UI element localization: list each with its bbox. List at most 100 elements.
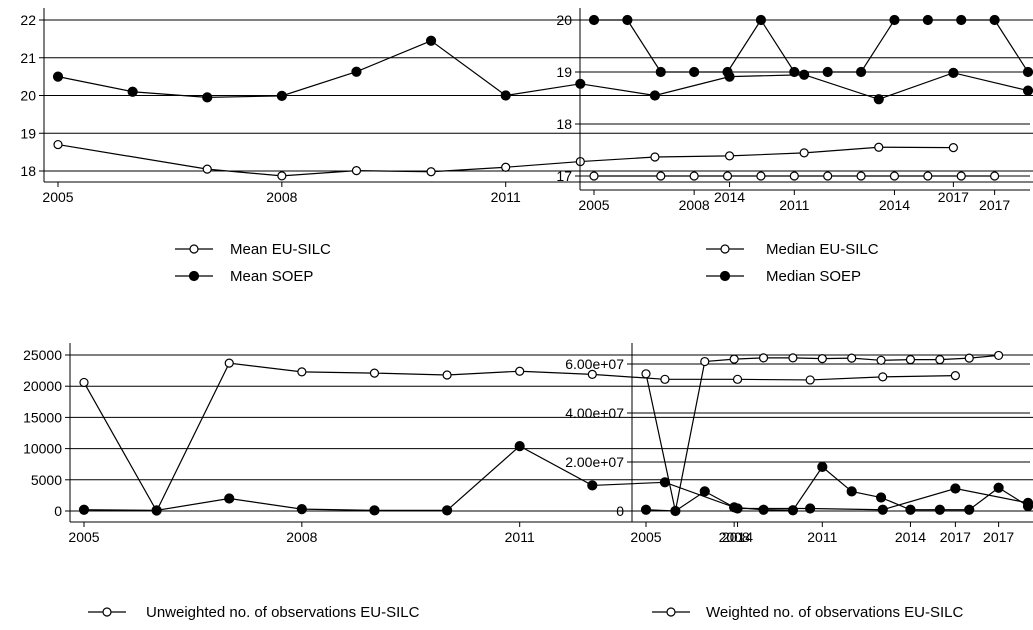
data-point bbox=[1022, 66, 1033, 78]
data-point bbox=[905, 504, 916, 515]
data-point bbox=[889, 14, 900, 26]
data-point bbox=[224, 493, 235, 504]
data-point bbox=[787, 505, 799, 516]
data-point bbox=[956, 14, 967, 26]
legend-label: Mean EU-SILC bbox=[230, 241, 331, 258]
data-point bbox=[52, 71, 64, 82]
legend-marker bbox=[719, 270, 731, 282]
data-point bbox=[950, 483, 961, 494]
x-tick-label: 2011 bbox=[491, 189, 521, 205]
y-tick-label: 18 bbox=[556, 116, 572, 132]
data-point bbox=[948, 142, 958, 153]
x-tick-label: 2014 bbox=[722, 529, 753, 545]
panel-median: 17 18 19 20 2005 2008 2011 2014 2017 Median EU-SI… bbox=[556, 8, 1033, 285]
data-point bbox=[805, 375, 815, 385]
data-point bbox=[817, 354, 827, 364]
series-hollow bbox=[79, 358, 960, 516]
data-point bbox=[873, 94, 884, 105]
data-point bbox=[724, 151, 735, 161]
legend-entry: Median EU-SILC bbox=[706, 241, 879, 258]
x-tick-label: 2014 bbox=[895, 529, 926, 545]
series-hollow bbox=[53, 139, 958, 181]
y-tick-label: 0 bbox=[616, 503, 624, 519]
legend-label: Unweighted no. of observations EU-SILC bbox=[146, 604, 420, 621]
data-point bbox=[855, 66, 867, 78]
x-tick-label: 2017 bbox=[983, 529, 1014, 545]
data-point bbox=[823, 171, 833, 181]
data-point bbox=[700, 356, 710, 367]
data-point bbox=[689, 171, 699, 181]
data-point bbox=[729, 502, 740, 513]
data-point bbox=[79, 377, 89, 388]
panel-weighted: 0 2.00e+07 4.00e+07 6.00e+07 2005 2008 2011 201… bbox=[565, 343, 1033, 621]
legend-marker bbox=[720, 244, 730, 254]
data-point bbox=[369, 505, 380, 516]
data-point bbox=[202, 164, 212, 174]
data-point bbox=[993, 482, 1004, 493]
data-point bbox=[53, 139, 63, 150]
x-tick-label: 2017 bbox=[979, 197, 1010, 213]
y-tick-label: 22 bbox=[20, 12, 36, 28]
legend-marker bbox=[102, 607, 112, 617]
data-point bbox=[641, 369, 651, 379]
x-tick-label: 2014 bbox=[714, 189, 745, 205]
data-point bbox=[514, 441, 525, 452]
y-tick-label: 10000 bbox=[23, 441, 62, 457]
y-tick-label: 19 bbox=[20, 125, 36, 141]
data-point bbox=[1022, 501, 1033, 512]
y-tick-label: 18 bbox=[20, 163, 36, 179]
legend-label: Median SOEP bbox=[766, 268, 861, 285]
series-filled bbox=[640, 461, 1033, 517]
data-point bbox=[874, 142, 884, 152]
data-point bbox=[369, 368, 380, 378]
x-tick-label: 2008 bbox=[286, 529, 317, 545]
legend-label: Weighted no. of observations EU-SILC bbox=[706, 604, 964, 621]
data-point bbox=[78, 504, 90, 515]
x-tick-label: 2005 bbox=[630, 529, 661, 545]
x-tick-label: 2011 bbox=[779, 197, 809, 213]
x-tick-label: 2014 bbox=[879, 197, 910, 213]
legend-entry: Median SOEP bbox=[706, 268, 861, 285]
data-point bbox=[788, 353, 798, 363]
x-tick-label: 2008 bbox=[719, 529, 750, 545]
data-point bbox=[622, 14, 633, 26]
x-tick-label: 2017 bbox=[940, 529, 971, 545]
data-point bbox=[151, 505, 162, 516]
x-tick-label: 2008 bbox=[679, 197, 710, 213]
data-point bbox=[589, 171, 599, 181]
legend-entry: Mean EU-SILC bbox=[175, 241, 331, 258]
data-point bbox=[296, 504, 307, 515]
data-point bbox=[442, 370, 452, 380]
data-point bbox=[351, 66, 362, 77]
x-tick-label: 2005 bbox=[68, 529, 99, 545]
x-tick-label: 2011 bbox=[505, 529, 535, 545]
data-point bbox=[846, 486, 857, 497]
legend-entry: Weighted no. of observations EU-SILC bbox=[652, 604, 964, 621]
data-point bbox=[755, 14, 767, 26]
data-point bbox=[1022, 85, 1033, 96]
data-point bbox=[889, 171, 900, 181]
series-line bbox=[83, 362, 956, 513]
y-tick-label: 19 bbox=[556, 64, 572, 80]
panel-unweighted: 0 5000 10000 15000 20000 25000 2005 2008 2011 201… bbox=[23, 343, 1033, 621]
legend-marker bbox=[666, 607, 676, 617]
legend-entry: Mean SOEP bbox=[175, 268, 313, 285]
data-point bbox=[351, 166, 362, 176]
x-tick-label: 2011 bbox=[807, 529, 837, 545]
data-point bbox=[729, 354, 739, 364]
data-point bbox=[276, 90, 287, 101]
data-point bbox=[875, 492, 887, 503]
data-point bbox=[758, 353, 769, 363]
legend-label: Mean SOEP bbox=[230, 268, 313, 285]
data-point bbox=[822, 66, 833, 78]
data-point bbox=[964, 353, 974, 363]
data-point bbox=[425, 35, 437, 46]
data-point bbox=[923, 171, 933, 181]
y-tick-label: 20000 bbox=[23, 378, 62, 394]
data-point bbox=[964, 504, 975, 515]
x-tick-label: 2005 bbox=[578, 197, 609, 213]
data-point bbox=[649, 90, 661, 101]
series-filled bbox=[52, 35, 1033, 105]
y-tick-label: 6.00e+07 bbox=[565, 356, 624, 372]
